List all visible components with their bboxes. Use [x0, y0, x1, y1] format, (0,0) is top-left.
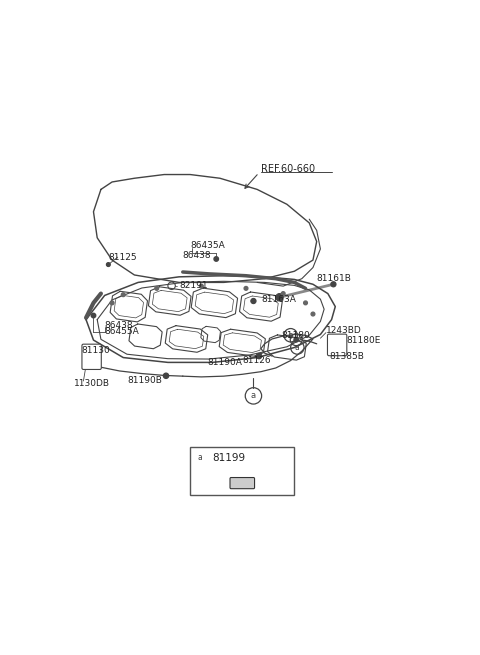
Text: 81161B: 81161B — [317, 274, 351, 283]
Text: 81163A: 81163A — [261, 295, 296, 305]
Circle shape — [331, 282, 336, 287]
Circle shape — [256, 354, 262, 359]
Text: 81180: 81180 — [281, 331, 310, 340]
Circle shape — [311, 312, 315, 316]
Text: a: a — [295, 343, 300, 352]
Circle shape — [214, 257, 218, 261]
Text: 86438: 86438 — [105, 321, 133, 329]
Circle shape — [107, 263, 110, 267]
Bar — [190, 447, 294, 495]
Text: 81180E: 81180E — [347, 335, 381, 345]
Text: 81385B: 81385B — [330, 352, 365, 360]
Text: 82191: 82191 — [179, 281, 208, 290]
Text: 81126: 81126 — [242, 356, 271, 365]
Text: REF.60-660: REF.60-660 — [261, 164, 315, 174]
Circle shape — [155, 286, 158, 290]
FancyBboxPatch shape — [230, 477, 254, 489]
Text: 81130: 81130 — [82, 346, 110, 354]
Circle shape — [163, 373, 168, 379]
Circle shape — [251, 299, 256, 304]
Circle shape — [281, 291, 285, 295]
Text: 86435A: 86435A — [190, 242, 225, 250]
Circle shape — [200, 284, 203, 288]
Text: a: a — [251, 392, 256, 400]
Circle shape — [276, 293, 283, 301]
Text: 81199: 81199 — [213, 453, 246, 463]
Text: 81190B: 81190B — [127, 376, 162, 384]
Text: 1130DB: 1130DB — [74, 379, 110, 388]
Circle shape — [110, 301, 114, 305]
Text: a: a — [288, 331, 293, 340]
FancyBboxPatch shape — [82, 344, 101, 369]
Text: 1243BD: 1243BD — [326, 326, 362, 335]
Circle shape — [244, 286, 248, 290]
Circle shape — [304, 301, 307, 305]
Text: 86438: 86438 — [183, 251, 211, 260]
Text: a: a — [197, 453, 202, 462]
Text: 81125: 81125 — [108, 253, 137, 261]
Circle shape — [91, 313, 96, 318]
Text: 81190A: 81190A — [207, 358, 242, 367]
Text: 86455A: 86455A — [105, 327, 139, 336]
Circle shape — [294, 337, 299, 342]
Circle shape — [121, 293, 125, 297]
Circle shape — [240, 480, 245, 486]
FancyBboxPatch shape — [327, 334, 347, 356]
